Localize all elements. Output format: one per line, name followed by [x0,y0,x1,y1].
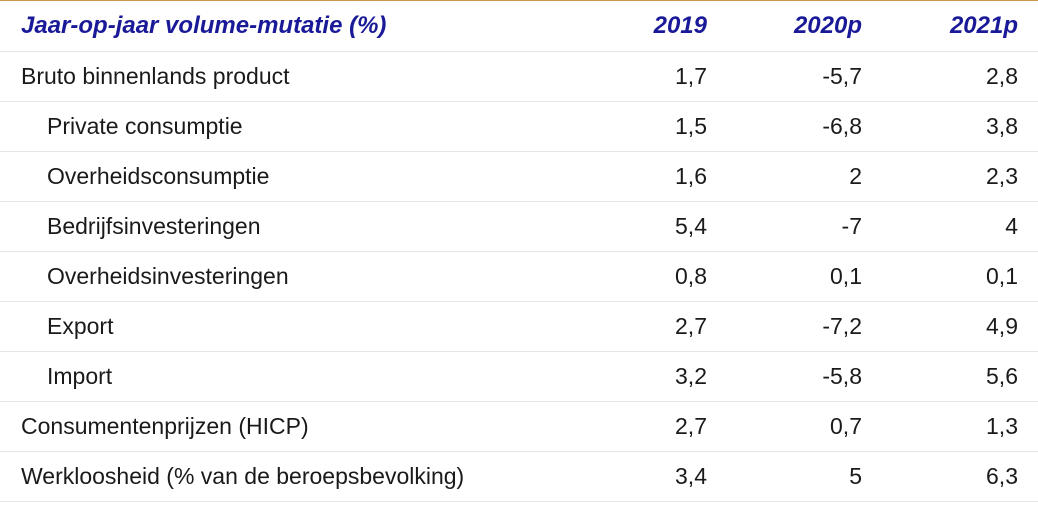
value-2019: 2,7 [675,413,707,439]
value-2020p: -7 [841,213,862,239]
table-title: Jaar-op-jaar volume-mutatie (%) [21,12,387,39]
value-2021p: 6,3 [986,463,1018,489]
value-2020p: -5,7 [822,63,862,89]
table-row: Bruto binnenlands product 1,7 -5,7 2,8 [0,52,1038,102]
value-2020p: -7,2 [822,313,862,339]
value-2021p: 1,3 [986,413,1018,439]
value-2021p: 5,6 [986,363,1018,389]
column-header-2021p: 2021p [949,12,1018,39]
value-2020p: 0,1 [830,263,862,289]
row-label: Import [47,363,113,389]
value-2021p: 0,1 [986,263,1018,289]
row-label: Consumentenprijzen (HICP) [21,413,309,439]
row-label: Overheidsinvesteringen [47,263,289,289]
row-label: Private consumptie [47,113,243,139]
value-2019: 2,7 [675,313,707,339]
table-row: Consumentenprijzen (HICP) 2,7 0,7 1,3 [0,402,1038,452]
value-2021p: 4,9 [986,313,1018,339]
value-2019: 0,8 [675,263,707,289]
value-2019: 1,6 [675,163,707,189]
value-2021p: 4 [1005,213,1018,239]
value-2020p: 0,7 [830,413,862,439]
table-row: Private consumptie 1,5 -6,8 3,8 [0,102,1038,152]
table-header-row: Jaar-op-jaar volume-mutatie (%) 2019 202… [0,1,1038,52]
row-label: Werkloosheid (% van de beroepsbevolking) [21,463,465,489]
table-row: Werkloosheid (% van de beroepsbevolking)… [0,452,1038,502]
value-2020p: -6,8 [822,113,862,139]
value-2019: 1,5 [675,113,707,139]
value-2019: 5,4 [675,213,707,239]
row-label: Bruto binnenlands product [21,63,290,89]
value-2019: 3,2 [675,363,707,389]
table-row: Bedrijfsinvesteringen 5,4 -7 4 [0,202,1038,252]
table-row: Export 2,7 -7,2 4,9 [0,302,1038,352]
value-2021p: 2,8 [986,63,1018,89]
row-label: Export [47,313,114,339]
value-2020p: -5,8 [822,363,862,389]
row-label: Bedrijfsinvesteringen [47,213,261,239]
table-row: Import 3,2 -5,8 5,6 [0,352,1038,402]
column-header-2020p: 2020p [793,12,862,39]
column-header-2019: 2019 [653,12,707,39]
value-2020p: 5 [849,463,862,489]
value-2021p: 3,8 [986,113,1018,139]
row-label: Overheidsconsumptie [47,163,270,189]
value-2019: 1,7 [675,63,707,89]
value-2019: 3,4 [675,463,707,489]
table-row: Overheidsinvesteringen 0,8 0,1 0,1 [0,252,1038,302]
table-row: Overheidsconsumptie 1,6 2 2,3 [0,152,1038,202]
value-2021p: 2,3 [986,163,1018,189]
value-2020p: 2 [849,163,862,189]
